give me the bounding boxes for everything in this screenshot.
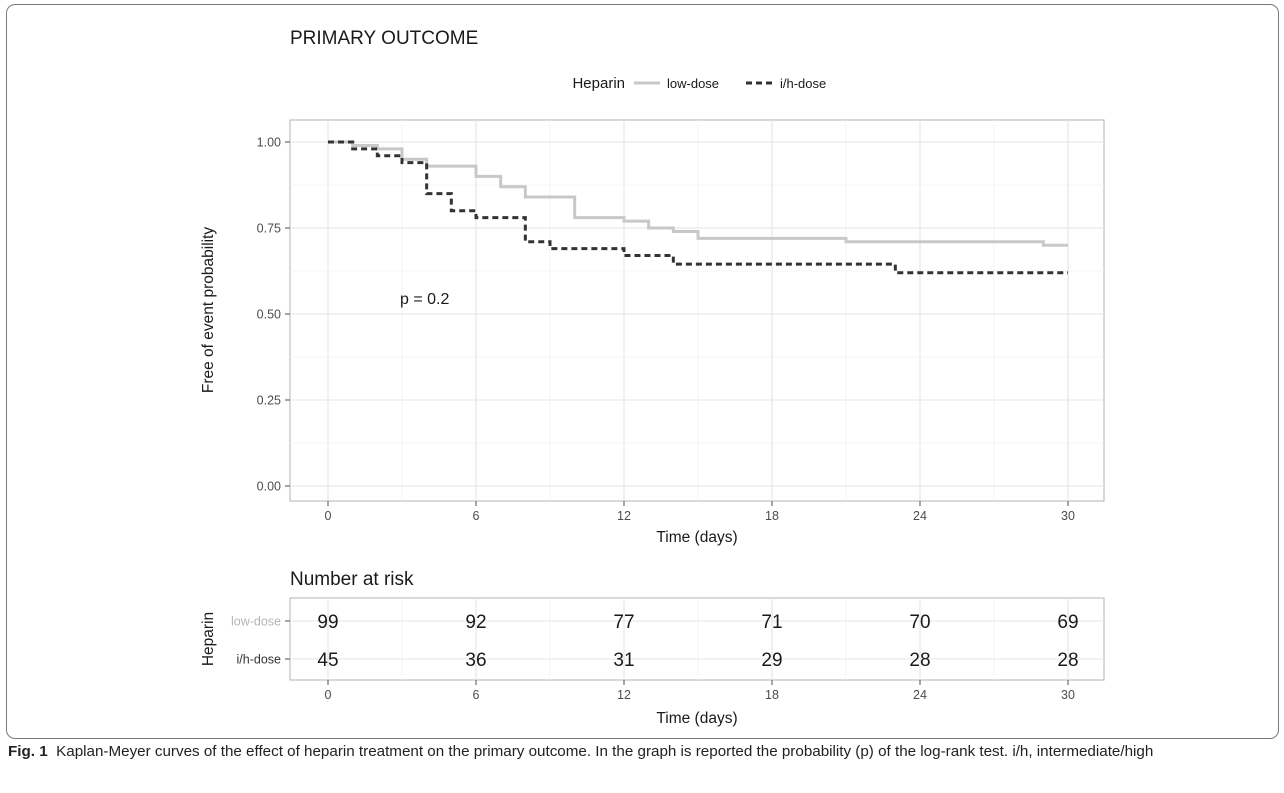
risk-cell: 92: [465, 612, 486, 633]
risk-row-label: low-dose: [231, 615, 281, 629]
y-tick-label: 0.75: [257, 222, 281, 236]
survival-plot: 0.00 0.25 0.50 0.75 1.00 0 6 12 18 24 30 p = 0.2: [257, 119, 1105, 523]
p-value-annotation: p = 0.2: [400, 291, 449, 308]
figure-canvas: PRIMARY OUTCOME Heparin low-dose i/h-dos…: [200, 28, 1105, 727]
legend-title: Heparin: [572, 75, 625, 92]
x-tick-label: 12: [617, 509, 631, 523]
risk-x-tick-label: 30: [1061, 688, 1075, 702]
risk-cell: 28: [909, 650, 930, 671]
caption-text: Kaplan-Meyer curves of the effect of hep…: [56, 743, 1154, 760]
risk-cell: 70: [909, 612, 930, 633]
risk-x-tick-label: 18: [765, 688, 779, 702]
chart-title: PRIMARY OUTCOME: [290, 28, 478, 49]
risk-table-x-label: Time (days): [656, 710, 737, 727]
x-tick-label: 18: [765, 509, 779, 523]
figure-caption: Fig. 1 Kaplan-Meyer curves of the effect…: [8, 740, 1276, 763]
y-tick-label: 0.50: [257, 308, 281, 322]
y-axis-ticks: 0.00 0.25 0.50 0.75 1.00: [257, 136, 290, 494]
risk-cell: 29: [761, 650, 782, 671]
y-tick-label: 0.00: [257, 480, 281, 494]
y-tick-label: 1.00: [257, 136, 281, 150]
risk-table-cells: 99 92 77 71 70 69 45 36 31 29 28 28: [317, 612, 1078, 671]
risk-table-row-labels: low-dose i/h-dose: [231, 615, 290, 667]
risk-cell: 71: [761, 612, 782, 633]
x-axis-ticks: 0 6 12 18 24 30: [325, 501, 1075, 523]
risk-table-grid: [290, 598, 1104, 680]
risk-x-tick-label: 6: [473, 688, 480, 702]
x-axis-label: Time (days): [656, 529, 737, 546]
risk-cell: 31: [613, 650, 634, 671]
x-tick-label: 0: [325, 509, 332, 523]
risk-cell: 77: [613, 612, 634, 633]
x-tick-label: 24: [913, 509, 927, 523]
risk-table-x-ticks: 0 6 12 18 24 30: [325, 680, 1075, 702]
risk-cell: 45: [317, 650, 338, 671]
legend: Heparin low-dose i/h-dose: [572, 75, 826, 92]
legend-label-low-dose: low-dose: [667, 76, 719, 91]
survival-curves: [328, 140, 1068, 275]
legend-label-ih-dose: i/h-dose: [780, 76, 826, 91]
survival-curve-low-dose: [328, 140, 1068, 247]
caption-label: Fig. 1: [8, 743, 48, 760]
survival-curve-i-h-dose: [328, 140, 1068, 275]
risk-x-tick-label: 12: [617, 688, 631, 702]
risk-table: low-dose i/h-dose 99 92 77 71 70 69 45 36 31 29 28 2…: [231, 597, 1105, 702]
risk-table-y-label: Heparin: [200, 612, 217, 666]
risk-x-tick-label: 24: [913, 688, 927, 702]
x-tick-label: 30: [1061, 509, 1075, 523]
risk-row-label: i/h-dose: [237, 653, 282, 667]
plot-panel: [289, 119, 1105, 502]
y-tick-label: 0.25: [257, 394, 281, 408]
risk-cell: 99: [317, 612, 338, 633]
risk-x-tick-label: 0: [325, 688, 332, 702]
risk-cell: 28: [1057, 650, 1078, 671]
x-tick-label: 6: [473, 509, 480, 523]
risk-table-panel: [289, 597, 1105, 681]
y-axis-label: Free of event probability: [200, 227, 217, 394]
risk-cell: 69: [1057, 612, 1078, 633]
risk-table-title: Number at risk: [290, 569, 414, 590]
risk-cell: 36: [465, 650, 486, 671]
